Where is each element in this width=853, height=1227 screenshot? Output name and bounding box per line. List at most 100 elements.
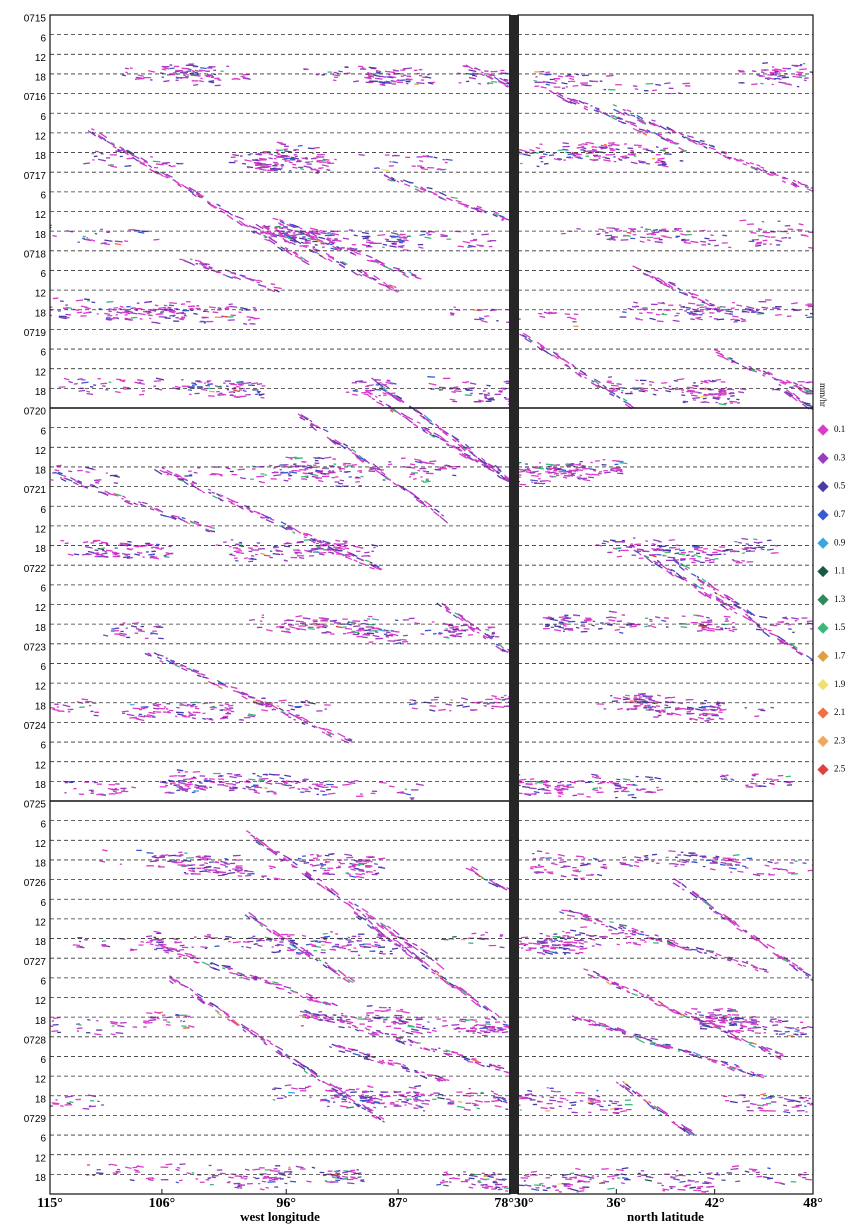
rain-streak <box>350 621 354 624</box>
rain-streak <box>434 1077 444 1082</box>
rain-streak <box>181 67 190 70</box>
rain-streak <box>344 1049 352 1053</box>
rain-streak <box>169 975 173 978</box>
rain-streak <box>106 318 112 321</box>
rain-streak <box>494 1187 498 1190</box>
rain-streak <box>365 73 373 76</box>
rain-streak <box>659 143 662 144</box>
rain-streak <box>441 1024 448 1027</box>
rain-streak <box>194 784 200 787</box>
rain-streak <box>497 79 506 85</box>
rain-streak <box>446 197 453 202</box>
rain-streak <box>343 901 352 907</box>
rain-streak <box>336 895 341 899</box>
rain-streak <box>367 71 373 75</box>
rain-streak <box>261 1180 267 1183</box>
rain-streak <box>528 664 532 667</box>
rain-streak <box>264 936 273 940</box>
rain-streak <box>155 313 162 316</box>
rain-streak <box>775 239 783 243</box>
rain-streak <box>288 161 293 164</box>
rain-streak <box>313 231 320 234</box>
rain-streak <box>163 67 170 70</box>
rain-streak <box>485 1185 494 1188</box>
rain-streak <box>477 82 482 85</box>
rain-streak <box>401 948 407 954</box>
rain-streak <box>464 443 470 449</box>
rain-streak <box>316 854 320 856</box>
rain-streak <box>158 306 166 310</box>
rain-streak <box>191 481 198 485</box>
rain-streak <box>560 518 563 520</box>
rain-streak <box>339 479 345 482</box>
rain-streak <box>410 272 417 277</box>
rain-streak <box>548 917 552 920</box>
rain-streak <box>561 514 563 516</box>
rain-streak <box>132 229 141 232</box>
rain-streak <box>351 1048 358 1052</box>
rain-streak <box>181 667 188 672</box>
rain-streak <box>592 118 597 119</box>
rain-streak <box>465 204 468 207</box>
rain-streak <box>389 785 395 788</box>
rain-streak <box>660 160 666 163</box>
rain-streak <box>246 381 252 384</box>
rain-streak <box>114 242 122 246</box>
rain-streak <box>224 857 229 860</box>
rain-streak <box>367 1032 376 1037</box>
rain-streak <box>468 1186 474 1189</box>
rain-streak <box>603 952 606 954</box>
rain-streak <box>555 1122 557 1123</box>
rain-streak <box>50 479 54 481</box>
rain-streak <box>57 471 63 475</box>
rain-streak <box>482 636 487 640</box>
rain-streak <box>524 1038 529 1043</box>
rain-streak <box>739 219 747 222</box>
rain-streak <box>314 244 318 246</box>
rain-streak <box>327 258 333 263</box>
rain-streak <box>380 470 386 476</box>
rain-streak <box>212 871 219 874</box>
rain-streak <box>397 1039 405 1044</box>
rain-streak <box>575 1127 583 1129</box>
rain-streak <box>563 1124 568 1127</box>
rain-streak <box>357 915 363 919</box>
rain-streak <box>382 243 388 246</box>
rain-streak <box>208 80 215 83</box>
rain-streak <box>204 862 209 865</box>
rain-streak <box>304 951 311 957</box>
rain-streak <box>257 512 261 515</box>
rain-streak <box>96 1172 104 1175</box>
rain-streak <box>216 271 221 274</box>
rain-streak <box>316 785 324 789</box>
rain-streak <box>126 157 134 160</box>
rain-streak <box>207 73 213 77</box>
rain-streak <box>549 81 557 85</box>
rain-streak <box>469 1027 474 1030</box>
rain-streak <box>353 80 359 83</box>
rain-streak <box>363 1053 371 1056</box>
rain-streak <box>303 719 309 724</box>
rain-streak <box>187 389 193 392</box>
rain-streak <box>235 547 241 550</box>
rain-streak <box>364 551 370 554</box>
rain-streak <box>293 718 296 721</box>
rain-streak <box>431 971 436 975</box>
rain-streak <box>333 1170 338 1173</box>
rain-streak <box>523 1077 526 1078</box>
rain-streak <box>332 948 336 951</box>
rain-streak <box>451 390 456 394</box>
rain-streak <box>670 150 673 151</box>
rain-streak <box>155 377 165 381</box>
rain-streak <box>228 391 234 393</box>
rain-streak <box>406 75 412 78</box>
rain-streak <box>188 186 197 193</box>
rain-streak <box>474 1103 479 1107</box>
rain-streak <box>615 126 621 127</box>
rain-streak <box>657 1168 660 1170</box>
rain-streak <box>174 664 181 668</box>
rain-streak <box>81 698 89 701</box>
rain-streak <box>395 1017 402 1021</box>
rain-streak <box>189 987 194 992</box>
rain-streak <box>280 711 289 717</box>
